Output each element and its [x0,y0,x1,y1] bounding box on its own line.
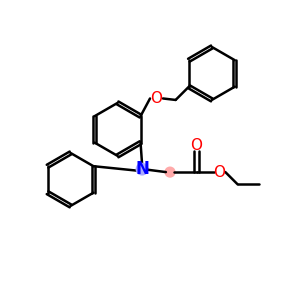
Circle shape [136,163,148,176]
Circle shape [164,167,175,178]
Text: O: O [214,165,226,180]
Text: N: N [135,160,149,178]
Text: O: O [190,138,202,153]
Text: O: O [151,91,163,106]
